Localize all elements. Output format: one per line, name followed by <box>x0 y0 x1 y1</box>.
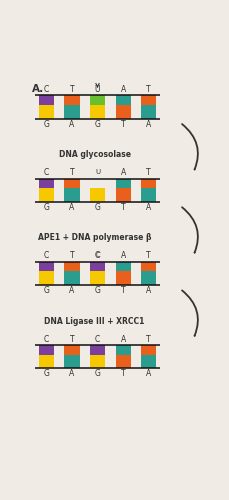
Bar <box>90 272 105 285</box>
Bar <box>39 262 54 275</box>
Text: G: G <box>94 370 100 378</box>
Text: A: A <box>145 286 151 295</box>
Bar <box>141 105 155 118</box>
Bar <box>39 188 54 202</box>
Text: T: T <box>146 252 150 260</box>
Text: APE1 + DNA polymerase β: APE1 + DNA polymerase β <box>38 234 151 242</box>
Text: T: T <box>69 334 74 344</box>
Text: DNA Ligase III + XRCC1: DNA Ligase III + XRCC1 <box>44 316 144 326</box>
Text: C: C <box>44 85 49 94</box>
Bar <box>115 262 130 275</box>
Text: G: G <box>94 286 100 295</box>
Bar <box>141 178 155 192</box>
Text: T: T <box>69 168 74 177</box>
FancyArrowPatch shape <box>181 207 197 252</box>
Text: A: A <box>120 334 125 344</box>
Text: G: G <box>94 203 100 212</box>
Bar <box>115 345 130 358</box>
Text: G: G <box>94 120 100 129</box>
Text: U: U <box>95 169 100 175</box>
Text: A.: A. <box>32 84 44 94</box>
Text: T: T <box>146 334 150 344</box>
Text: T: T <box>120 120 125 129</box>
Text: G: G <box>43 286 49 295</box>
Text: A: A <box>145 120 151 129</box>
Text: T: T <box>146 168 150 177</box>
Bar <box>90 345 105 358</box>
Text: C: C <box>95 334 100 344</box>
Bar <box>141 272 155 285</box>
Text: G: G <box>43 120 49 129</box>
Bar <box>64 354 79 368</box>
Bar <box>115 272 130 285</box>
Text: A: A <box>69 203 74 212</box>
Text: C: C <box>44 168 49 177</box>
Bar <box>64 188 79 202</box>
Bar <box>39 354 54 368</box>
FancyArrowPatch shape <box>181 124 197 170</box>
Bar <box>90 105 105 118</box>
Bar <box>64 262 79 275</box>
Bar <box>141 188 155 202</box>
Bar <box>141 262 155 275</box>
FancyArrowPatch shape <box>181 290 197 336</box>
Text: A: A <box>69 120 74 129</box>
Text: C: C <box>95 252 100 260</box>
Bar <box>115 354 130 368</box>
Text: A: A <box>145 370 151 378</box>
Bar <box>64 96 79 109</box>
Bar <box>141 354 155 368</box>
Text: T: T <box>69 252 74 260</box>
Bar <box>39 178 54 192</box>
Bar <box>39 96 54 109</box>
Text: T: T <box>146 85 150 94</box>
Bar <box>115 105 130 118</box>
Text: T: T <box>120 286 125 295</box>
Bar <box>64 345 79 358</box>
Bar <box>39 105 54 118</box>
Bar <box>90 188 105 202</box>
Text: T: T <box>69 85 74 94</box>
Bar <box>90 354 105 368</box>
Text: C: C <box>95 252 99 258</box>
Bar <box>115 96 130 109</box>
Text: C: C <box>44 252 49 260</box>
Text: T: T <box>120 203 125 212</box>
Text: A: A <box>120 168 125 177</box>
Text: T: T <box>120 370 125 378</box>
Text: A: A <box>69 286 74 295</box>
Text: C: C <box>44 334 49 344</box>
Bar <box>39 345 54 358</box>
Text: A: A <box>120 252 125 260</box>
Bar <box>39 272 54 285</box>
Bar <box>64 272 79 285</box>
Text: G: G <box>43 370 49 378</box>
Text: A: A <box>69 370 74 378</box>
Bar <box>64 178 79 192</box>
Text: G: G <box>43 203 49 212</box>
Text: A: A <box>120 85 125 94</box>
Bar <box>141 96 155 109</box>
Text: A: A <box>145 203 151 212</box>
Text: U: U <box>94 85 100 94</box>
Bar <box>64 105 79 118</box>
Text: DNA glycosolase: DNA glycosolase <box>58 150 130 159</box>
Bar <box>115 178 130 192</box>
Bar <box>90 262 105 275</box>
Bar <box>90 96 105 109</box>
Bar <box>141 345 155 358</box>
Bar <box>115 188 130 202</box>
